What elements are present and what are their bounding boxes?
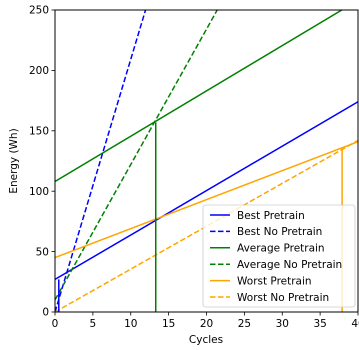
legend-label-worst-no-pretrain: Worst No Pretrain [237,292,329,304]
y-tick-label: 150 [29,126,49,138]
x-tick-label: 10 [124,318,137,330]
x-tick-label: 0 [52,318,59,330]
y-tick-label: 100 [29,186,49,198]
x-tick-label: 35 [313,318,326,330]
y-axis: 0 50 100 150 200 250 [29,5,55,319]
x-tick-label: 25 [238,318,251,330]
series-line-best-no-pretrain [55,10,147,312]
y-tick-label: 200 [29,65,49,77]
y-axis-title: Energy (Wh) [8,128,20,193]
x-tick-label: 20 [200,318,213,330]
x-axis-title: Cycles [189,334,223,346]
series-line-best-pretrain [55,101,358,281]
legend-label-worst-pretrain: Worst Pretrain [237,275,312,287]
x-axis: 0 5 10 15 20 25 30 35 40 [52,312,359,330]
legend-label-best-pretrain: Best Pretrain [237,210,305,222]
legend-label-best-no-pretrain: Best No Pretrain [237,226,322,238]
x-tick-label: 15 [162,318,175,330]
legend-label-average-no-pretrain: Average No Pretrain [237,259,342,271]
x-tick-label: 30 [276,318,289,330]
x-tick-label: 40 [351,318,359,330]
x-tick-label: 5 [90,318,97,330]
series-layer [55,10,358,312]
legend-box [202,204,356,308]
y-tick-label: 50 [36,246,49,258]
legend-label-average-pretrain: Average Pretrain [237,243,325,255]
legend: Best Pretrain Best No Pretrain Average Pre… [202,204,356,308]
series-line-average-pretrain [55,10,344,183]
series-line-worst-no-pretrain [55,139,358,312]
y-tick-label: 250 [29,5,49,17]
series-line-average-no-pretrain [55,10,219,301]
y-tick-label: 0 [42,307,49,319]
series-line-worst-pretrain [55,140,358,259]
